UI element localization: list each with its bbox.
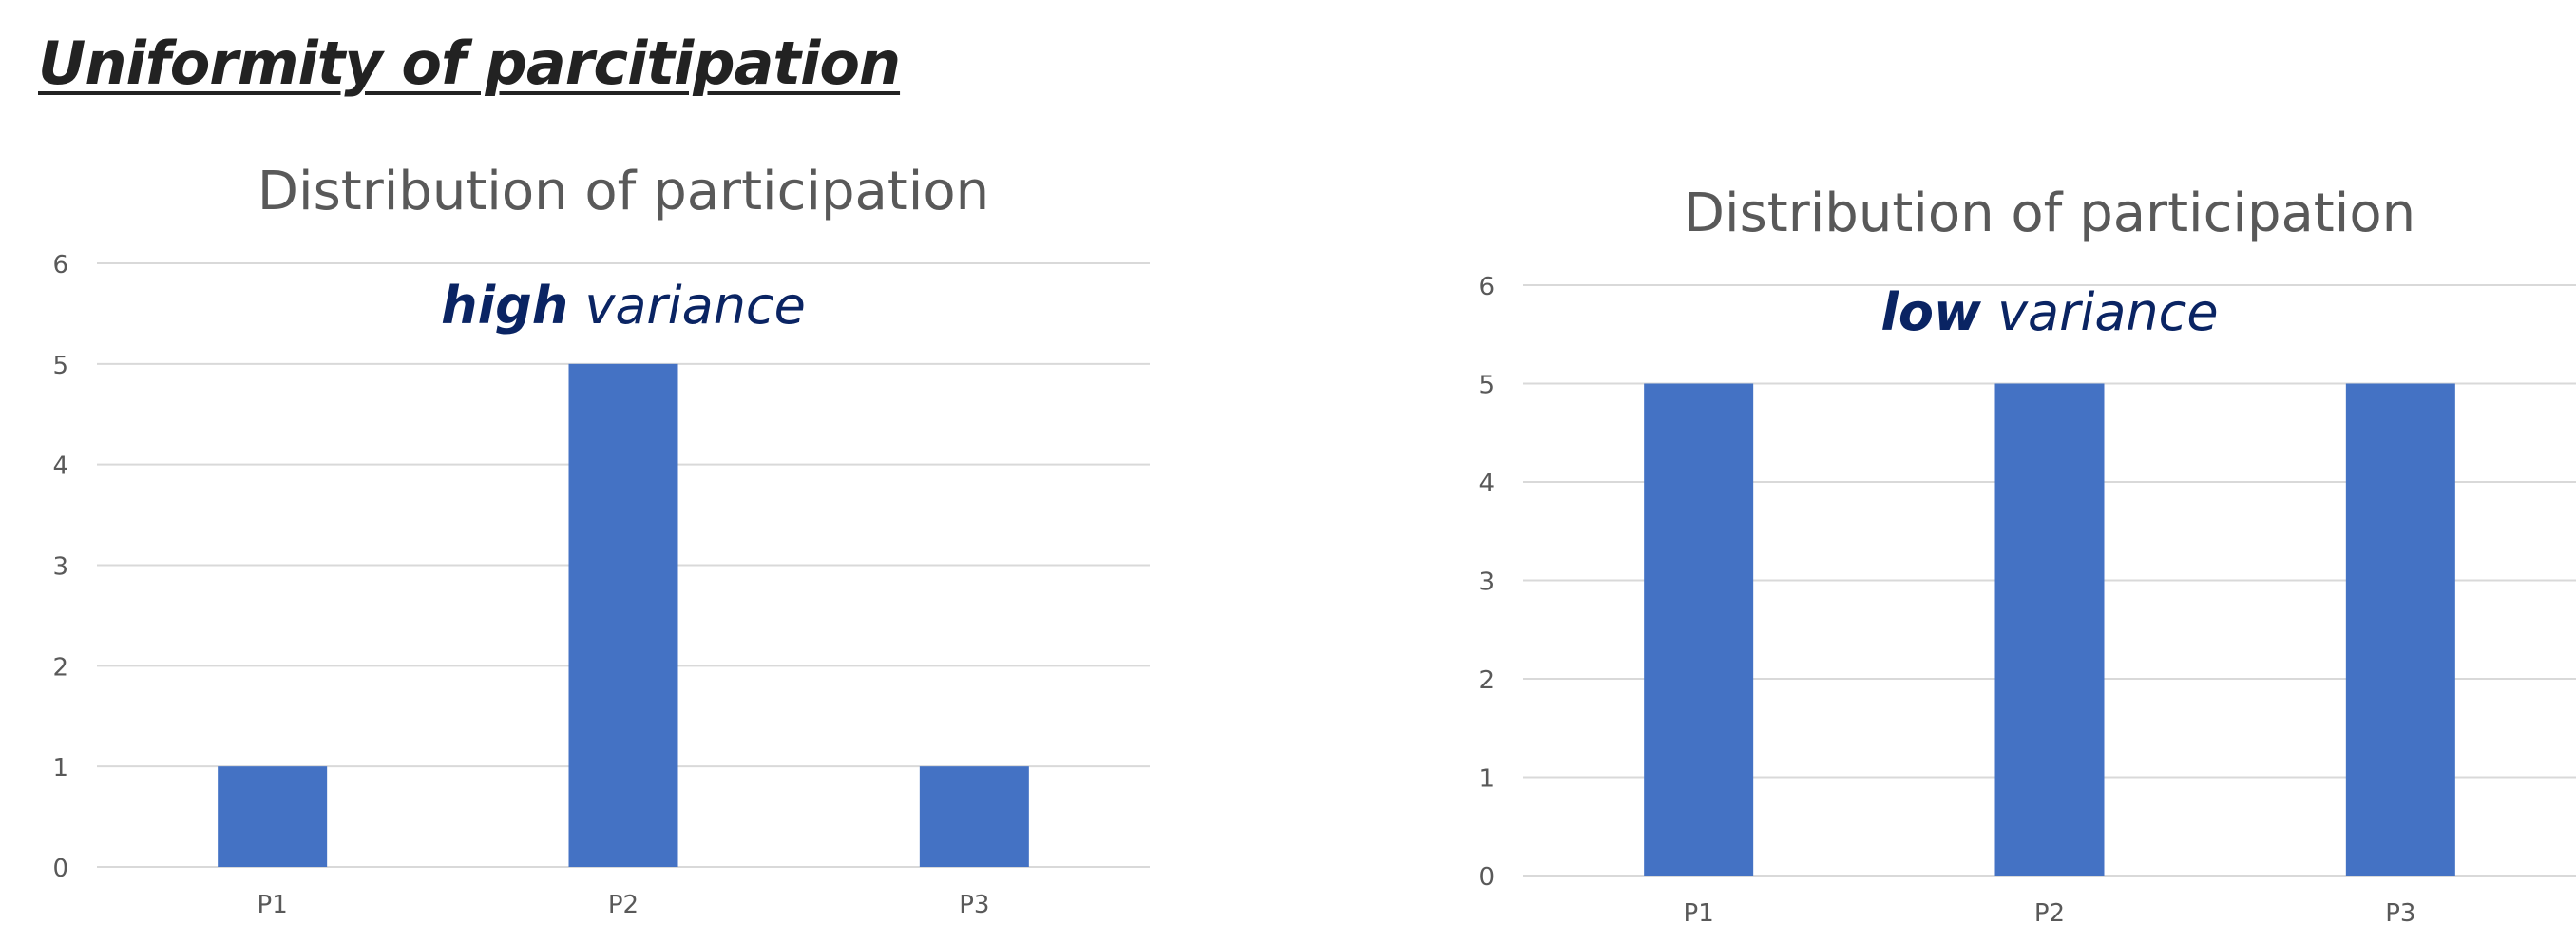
y-tick-label: 5 bbox=[1479, 372, 1495, 400]
y-tick-label: 6 bbox=[52, 251, 68, 279]
bar-p2 bbox=[1994, 383, 2105, 876]
variance-annotation: high variance bbox=[441, 276, 806, 336]
x-tick-label: P3 bbox=[959, 891, 989, 919]
annotation-rest: variance bbox=[1981, 282, 2219, 342]
annotation-bold: high bbox=[441, 276, 568, 336]
annotation-bold: low bbox=[1880, 282, 1982, 342]
y-tick-label: 1 bbox=[1479, 765, 1495, 794]
chart-2: Distribution of participation 0 1 2 3 4 5 6 P1 P2… bbox=[1479, 183, 2576, 925]
chart-title: Distribution of participation bbox=[258, 161, 989, 222]
x-tick-label: P2 bbox=[608, 891, 639, 919]
y-tick-label: 2 bbox=[1479, 666, 1495, 695]
bar-p3 bbox=[2345, 383, 2455, 876]
chart-title: Distribution of participation bbox=[1684, 183, 2415, 244]
x-tick-label: P1 bbox=[258, 891, 288, 919]
annotation-rest: variance bbox=[568, 276, 806, 336]
y-tick-label: 1 bbox=[52, 754, 68, 782]
page-title: Uniformity of parcitipation bbox=[38, 29, 901, 98]
x-tick-label: P1 bbox=[1684, 899, 1714, 925]
x-tick-label: P3 bbox=[2385, 899, 2415, 925]
x-tick-label: P2 bbox=[2034, 899, 2065, 925]
bar-p3 bbox=[919, 766, 1029, 867]
y-tick-label: 6 bbox=[1479, 273, 1495, 301]
y-tick-label: 0 bbox=[1479, 863, 1495, 892]
y-tick-label: 4 bbox=[52, 453, 68, 481]
y-tick-label: 3 bbox=[1479, 568, 1495, 597]
chart-1: Distribution of participation 0 1 2 3 4 5 6 P1 P2… bbox=[52, 161, 1150, 919]
y-tick-label: 0 bbox=[52, 855, 68, 883]
y-tick-label: 4 bbox=[1479, 470, 1495, 498]
bar-p1 bbox=[1644, 383, 1754, 876]
variance-annotation: low variance bbox=[1880, 282, 2218, 342]
y-tick-label: 5 bbox=[52, 352, 68, 380]
bar-p2 bbox=[568, 363, 678, 867]
y-tick-label: 2 bbox=[52, 653, 68, 682]
y-tick-label: 3 bbox=[52, 553, 68, 582]
bar-p1 bbox=[218, 766, 328, 867]
